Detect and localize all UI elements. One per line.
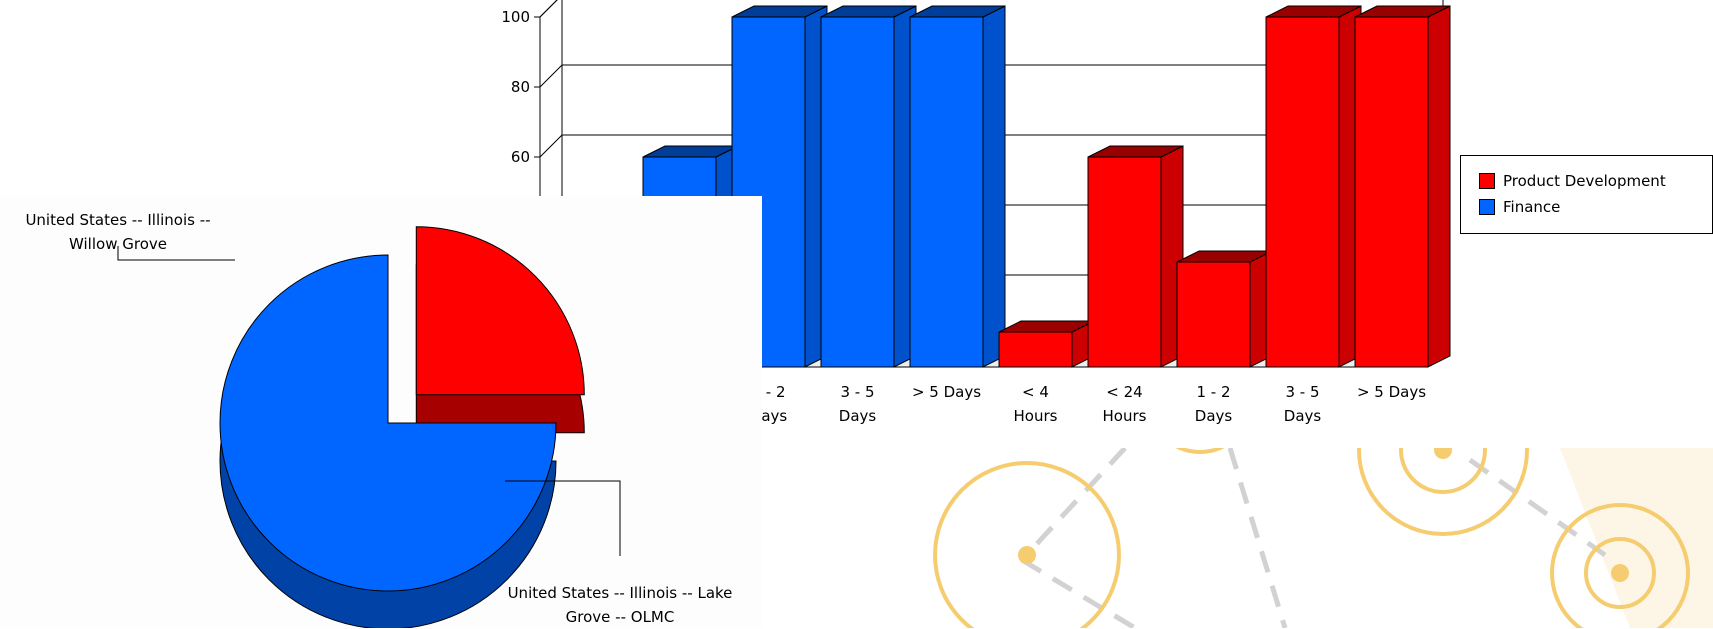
legend-item-finance: Finance — [1479, 196, 1560, 218]
x-tick-label-product-development-24-hours-0: < 24 — [1106, 383, 1142, 401]
deco-dot-3 — [1611, 564, 1629, 582]
product-development-bar-1-2-days — [1176, 250, 1273, 368]
x-tick-label-product-development-4-hours-0: < 4 — [1022, 383, 1049, 401]
product-development-bar-24-hours-top — [1087, 145, 1184, 158]
y-tick-label-60: 60 — [511, 148, 530, 166]
product-development-bar-1-2-days-front — [1176, 261, 1251, 368]
x-tick-label-product-development-4-hours-1: Hours — [1014, 407, 1058, 425]
leader-line-willow-grove — [117, 246, 235, 261]
deco-circle-1 — [933, 461, 1121, 628]
pie-label-lake-grove-line-1: United States -- Illinois -- Lake — [507, 584, 733, 602]
finance-bar-5-days-top — [909, 5, 1006, 18]
pie-label-willow-grove: United States -- Illinois -- Willow Grov… — [8, 208, 228, 256]
finance-bar-5-days-side — [982, 5, 1006, 368]
product-development-bar-3-5-days — [1265, 5, 1362, 368]
pie-chart-panel: United States -- Illinois -- Willow Grov… — [0, 196, 762, 628]
x-tick-label-product-development-1-2-days-0: 1 - 2 — [1196, 383, 1230, 401]
finance-bar-5-days-front — [909, 16, 984, 368]
product-development-bar-5-days-side — [1427, 5, 1451, 368]
finance-bar-3-5-days — [820, 5, 917, 368]
pie-label-willow-grove-line-2: Willow Grove — [69, 235, 167, 253]
product-development-bar-5-days — [1354, 5, 1451, 368]
dash-line-1 — [1020, 446, 1127, 562]
x-tick-label-finance-3-5-days-0: 3 - 5 — [840, 383, 874, 401]
product-development-bar-4-hours-front — [998, 331, 1073, 368]
dash-line-2 — [1020, 557, 1137, 628]
x-tick-label-product-development-3-5-days-1: Days — [1284, 407, 1322, 425]
pie-slice-united-states-illinois-lake-grove-olmc-top — [219, 254, 557, 592]
chart-legend: Product Development Finance — [1460, 155, 1713, 234]
deco-circle-5 — [1550, 503, 1690, 628]
product-development-bar-24-hours-front — [1087, 156, 1162, 368]
pie-slice-united-states-illinois-lake-grove-olmc — [219, 254, 557, 628]
product-development-bar-3-5-days-top — [1265, 5, 1362, 18]
x-tick-label-product-development-5-days-0: > 5 Days — [1357, 383, 1426, 401]
pie-label-lake-grove-line-2: Grove -- OLMC — [565, 608, 675, 626]
finance-bar-1-2-days-top — [731, 5, 828, 18]
x-tick-label-product-development-1-2-days-1: Days — [1195, 407, 1233, 425]
finance-bar-3-5-days-front — [820, 16, 895, 368]
dash-line-3 — [1227, 447, 1288, 628]
leader-line-lake-grove — [505, 480, 621, 556]
deco-circle-6 — [1584, 537, 1656, 609]
x-tick-label-finance-5-days-0: > 5 Days — [912, 383, 981, 401]
legend-swatch-product-development — [1479, 173, 1495, 189]
product-development-bar-24-hours — [1087, 145, 1184, 368]
product-development-bar-5-days-top — [1354, 5, 1451, 18]
pie-label-lake-grove: United States -- Illinois -- Lake Grove … — [485, 581, 755, 629]
x-tick-label-product-development-24-hours-1: Hours — [1103, 407, 1147, 425]
finance-bar-3-5-days-top — [820, 5, 917, 18]
legend-label-product-development: Product Development — [1503, 172, 1666, 190]
finance-bar-5-days — [909, 5, 1006, 368]
gridline-80 — [539, 64, 1443, 88]
gridline-100 — [539, 0, 558, 18]
pie-slice-united-states-illinois-willow-grove — [415, 226, 585, 434]
pie-chart — [117, 226, 621, 628]
product-development-bar-3-5-days-front — [1265, 16, 1340, 368]
product-development-bar-4-hours — [998, 320, 1095, 368]
product-development-bar-5-days-front — [1354, 16, 1429, 368]
pie-label-willow-grove-line-1: United States -- Illinois -- — [25, 211, 211, 229]
x-tick-label-finance-3-5-days-1: Days — [839, 407, 877, 425]
y-tick-label-100: 100 — [501, 8, 530, 26]
pie-slice-united-states-illinois-willow-grove-top — [415, 226, 585, 396]
x-tick-label-product-development-3-5-days-0: 3 - 5 — [1285, 383, 1319, 401]
corner-tint-shape — [1560, 448, 1713, 628]
deco-dot-1 — [1018, 546, 1036, 564]
gridline-60 — [539, 134, 1443, 158]
y-tick-label-80: 80 — [511, 78, 530, 96]
dash-line-4 — [1468, 457, 1607, 558]
legend-swatch-finance — [1479, 199, 1495, 215]
legend-label-finance: Finance — [1503, 198, 1561, 216]
legend-item-product-development: Product Development — [1479, 170, 1666, 192]
